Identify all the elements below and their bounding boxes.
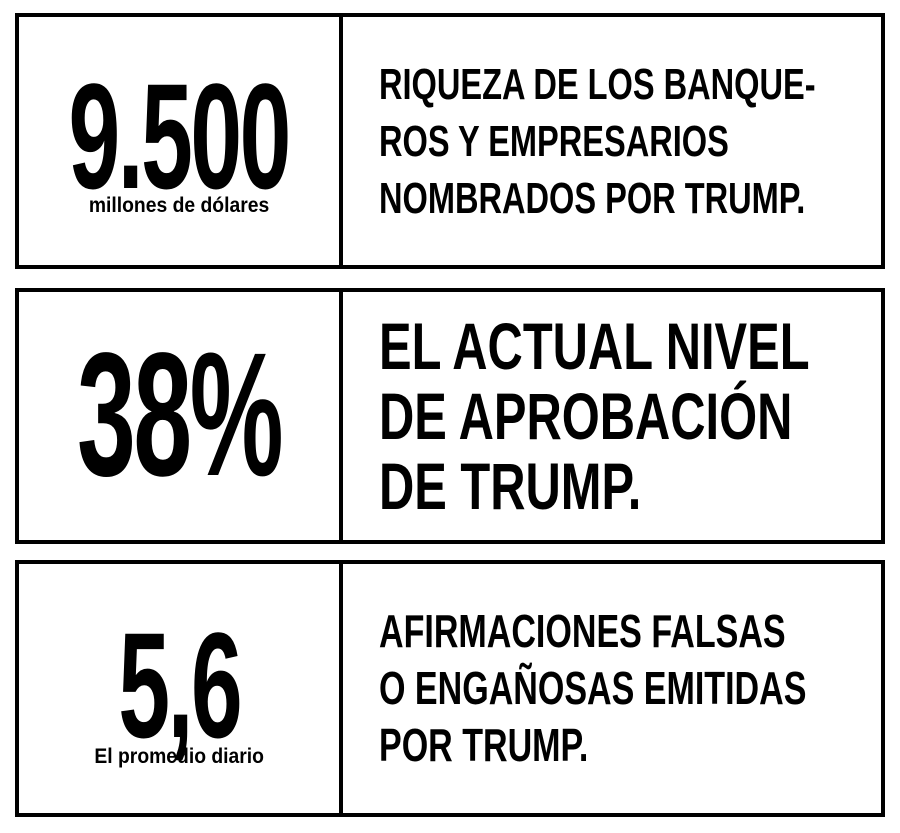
stat-figure-panel: 5,6 El promedio diario [19,564,343,813]
stat-caption: El promedio diario [94,744,264,768]
stat-figure-panel: 9.500 millones de dólares [19,17,343,265]
stat-description-panel: AFIRMACIONES FALSAS O ENGAÑOSAS EMITIDAS… [343,564,900,813]
stat-box-wealth: 9.500 millones de dólares RIQUEZA DE LOS… [15,13,885,269]
stat-box-false-claims: 5,6 El promedio diario AFIRMACIONES FALS… [15,560,885,817]
stat-description: AFIRMACIONES FALSAS O ENGAÑOSAS EMITIDAS… [379,605,807,771]
stat-description-panel: RIQUEZA DE LOS BANQUE- ROS Y EMPRESARIOS… [343,17,900,265]
stat-figure-panel: 38% [19,292,343,540]
stat-description: EL ACTUAL NIVEL DE APROBACIÓN DE TRUMP. [379,309,810,523]
stat-caption: millones de dólares [88,194,270,217]
stat-value: 38% [76,317,284,514]
stat-value: 5,6 [118,600,242,769]
stat-description: RIQUEZA DE LOS BANQUE- ROS Y EMPRESARIOS… [379,59,816,223]
stat-description-panel: EL ACTUAL NIVEL DE APROBACIÓN DE TRUMP. [343,292,900,540]
stat-value: 9.500 [68,52,292,220]
stat-box-approval: 38% EL ACTUAL NIVEL DE APROBACIÓN DE TRU… [15,288,885,544]
